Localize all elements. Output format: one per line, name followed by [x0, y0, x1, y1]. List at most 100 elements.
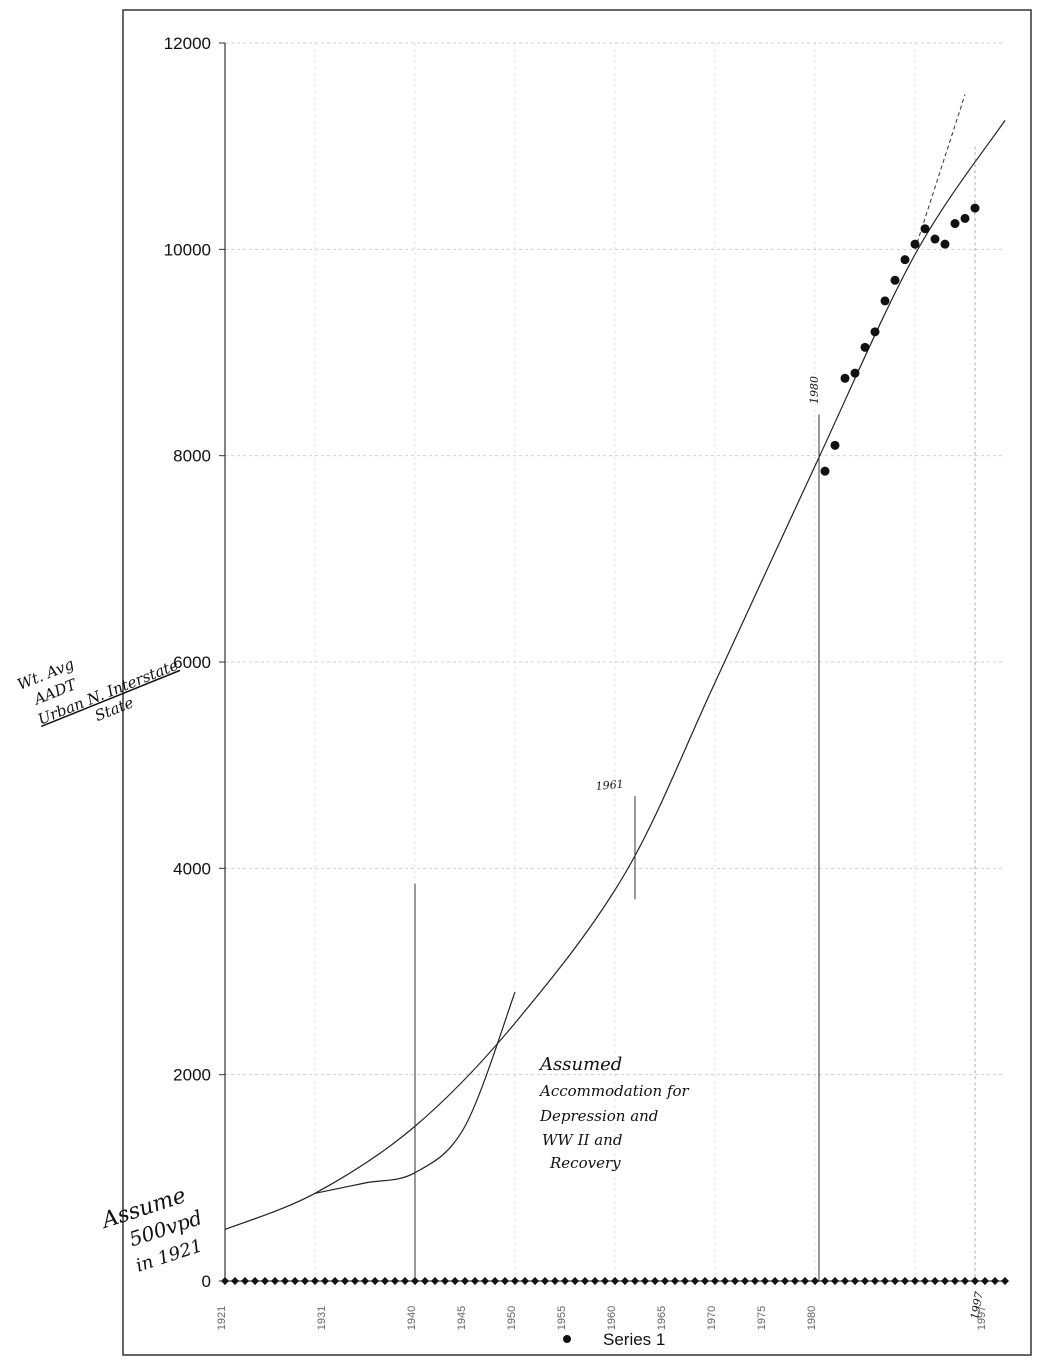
- x-tick-label-1: 1931: [316, 1306, 328, 1330]
- baseline-point-1946: [471, 1277, 479, 1285]
- data-point-1996: [970, 203, 980, 213]
- x-tick-label-10: 1980: [806, 1306, 818, 1330]
- baseline-point-1964: [651, 1277, 659, 1285]
- baseline-point-1923: [241, 1277, 249, 1285]
- data-point-1982: [830, 440, 840, 450]
- baseline-point-1927: [281, 1277, 289, 1285]
- grid: [225, 42, 1005, 1281]
- baseline-point-1936: [371, 1277, 379, 1285]
- accommodation-annotation: Assumed Accommodation for Depression and…: [538, 1054, 690, 1172]
- accommodation-line-5: Recovery: [549, 1154, 621, 1172]
- baseline-point-1932: [331, 1277, 339, 1285]
- baseline-point-1921: [221, 1277, 229, 1285]
- year-1980-label: 1980: [808, 376, 821, 404]
- baseline-point-1995: [961, 1277, 969, 1285]
- baseline-point-1963: [641, 1277, 649, 1285]
- baseline-point-1943: [441, 1277, 449, 1285]
- high-projection: [914, 94, 966, 250]
- y-tick-label-1: 2000: [173, 1066, 211, 1085]
- data-points: [820, 203, 980, 476]
- baseline-point-1996: [971, 1277, 979, 1285]
- baseline-point-1997: [981, 1277, 989, 1285]
- baseline-point-1940: [411, 1277, 419, 1285]
- data-point-1991: [920, 224, 930, 234]
- x-tick-label-6: 1960: [606, 1306, 618, 1330]
- assume-annotation: Assume 500vpd in 1921: [97, 1183, 205, 1276]
- legend-label-series-1: Series 1: [603, 1330, 665, 1349]
- x-tick-label-9: 1975: [756, 1306, 768, 1330]
- baseline-point-1954: [551, 1277, 559, 1285]
- baseline-point-1978: [791, 1277, 799, 1285]
- y-tick-label-2: 4000: [173, 859, 211, 878]
- baseline-point-1934: [351, 1277, 359, 1285]
- baseline-point-1952: [531, 1277, 539, 1285]
- baseline-point-1961: [621, 1277, 629, 1285]
- data-point-1987: [880, 296, 890, 306]
- data-point-1985: [860, 342, 870, 352]
- baseline-point-1977: [781, 1277, 789, 1285]
- baseline-point-1992: [931, 1277, 939, 1285]
- accommodation-line-4: WW II and: [542, 1131, 622, 1149]
- baseline-point-1937: [381, 1277, 389, 1285]
- data-point-1992: [930, 234, 940, 244]
- baseline-point-1976: [771, 1277, 779, 1285]
- baseline-point-1980: [811, 1277, 819, 1285]
- baseline-point-1949: [501, 1277, 509, 1285]
- baseline-point-1933: [341, 1277, 349, 1285]
- baseline-point-1970: [711, 1277, 719, 1285]
- y-axis-label: Wt. Avg AADT Urban N. Interstate State: [15, 655, 181, 729]
- baseline-point-1988: [891, 1277, 899, 1285]
- baseline-point-1993: [941, 1277, 949, 1285]
- chart-border: [122, 9, 1032, 1356]
- baseline-point-1965: [661, 1277, 669, 1285]
- x-tick-labels: 1921 1931 1940 1945 1950 1955 1960 1965 1970 1975…: [216, 1277, 1006, 1330]
- data-point-1990: [910, 239, 920, 249]
- baseline-point-1999: [1001, 1277, 1009, 1285]
- baseline-point-1969: [701, 1277, 709, 1285]
- baseline-point-1929: [301, 1277, 309, 1285]
- baseline-point-1942: [431, 1277, 439, 1285]
- baseline-point-1985: [861, 1277, 869, 1285]
- baseline-point-1982: [831, 1277, 839, 1285]
- baseline-point-1974: [751, 1277, 759, 1285]
- x-tick-label-4: 1950: [506, 1306, 518, 1330]
- year-1961-label: 1961: [595, 778, 624, 793]
- curves: [224, 120, 1006, 1230]
- y-tick-label-0: 0: [202, 1272, 211, 1291]
- data-point-1994: [950, 219, 960, 229]
- baseline-point-1953: [541, 1277, 549, 1285]
- y-tick-label-4: 8000: [173, 447, 211, 466]
- baseline-point-1962: [631, 1277, 639, 1285]
- data-point-1993: [940, 239, 950, 249]
- baseline-point-1981: [821, 1277, 829, 1285]
- baseline-point-1987: [881, 1277, 889, 1285]
- legend: Series 1: [563, 1330, 665, 1349]
- baseline-point-1930: [311, 1277, 319, 1285]
- y-tick-label-3: 6000: [173, 653, 211, 672]
- data-point-1983: [840, 373, 850, 383]
- x-tick-label-8: 1970: [706, 1306, 718, 1330]
- data-point-1995: [960, 213, 970, 223]
- baseline-point-1975: [761, 1277, 769, 1285]
- baseline-point-1966: [671, 1277, 679, 1285]
- baseline-point-1948: [491, 1277, 499, 1285]
- x-tick-label-7: 1965: [656, 1306, 668, 1330]
- baseline-point-1972: [731, 1277, 739, 1285]
- data-point-1989: [900, 255, 910, 265]
- x-tick-label-5: 1955: [556, 1306, 568, 1330]
- baseline-point-1941: [421, 1277, 429, 1285]
- data-point-1988: [890, 275, 900, 285]
- baseline-point-1990: [911, 1277, 919, 1285]
- baseline-points: [221, 1277, 1009, 1285]
- accommodation-line-3: Depression and: [539, 1107, 658, 1125]
- baseline-point-1959: [601, 1277, 609, 1285]
- y-tick-label-6: 12000: [164, 34, 211, 53]
- accommodation-line-1: Assumed: [538, 1054, 622, 1075]
- data-point-1981: [820, 466, 830, 476]
- baseline-point-1938: [391, 1277, 399, 1285]
- baseline-point-1967: [681, 1277, 689, 1285]
- baseline-point-1945: [461, 1277, 469, 1285]
- baseline-point-1939: [401, 1277, 409, 1285]
- baseline-point-1983: [841, 1277, 849, 1285]
